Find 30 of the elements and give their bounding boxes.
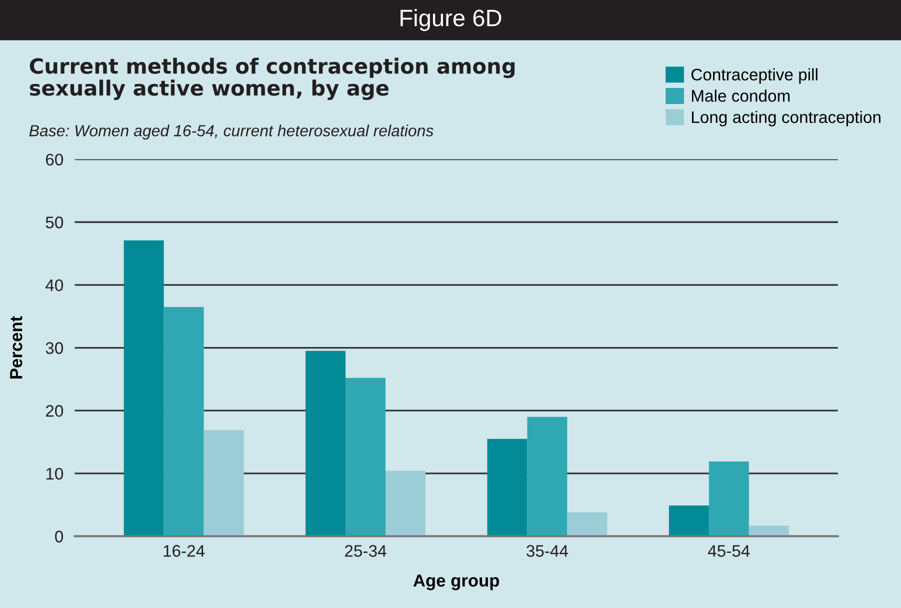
bar (527, 416, 568, 536)
caption: Figure 6D (400, 9, 502, 32)
bar (487, 438, 528, 536)
y-tick-label: 60 (46, 154, 64, 166)
x-axis-title: Age group (413, 574, 500, 590)
bar (708, 461, 749, 536)
bar (124, 240, 164, 536)
legend-label: Long acting contraception (692, 110, 880, 126)
y-tick-label: 50 (46, 216, 64, 228)
chart-title: Current methods of contraception among sexually active women, by age (30, 58, 515, 100)
y-tick-label: 30 (46, 342, 64, 354)
bar (346, 378, 386, 536)
bar (204, 430, 244, 536)
x-tick-label: 35-44 (526, 545, 568, 557)
bar (306, 350, 346, 536)
y-tick-label: 10 (46, 468, 64, 480)
y-tick-label: 0 (55, 530, 64, 542)
chart-subtitle: Base: Women aged 16-54, current heterosexual relations (29, 124, 434, 140)
x-tick-label: 25-34 (345, 545, 386, 557)
legend-label: Male condom (692, 90, 790, 102)
bar (668, 505, 709, 536)
y-tick-label: 40 (46, 279, 64, 292)
x-tick-label: 45-54 (708, 545, 750, 557)
bar (385, 470, 426, 536)
x-tick-label: 16-24 (164, 545, 205, 557)
bar (164, 306, 204, 536)
legend-label: Contraceptive pill (691, 68, 818, 84)
y-tick-label: 20 (46, 405, 64, 417)
y-axis-title: Percent (10, 316, 22, 378)
bar (567, 512, 608, 536)
